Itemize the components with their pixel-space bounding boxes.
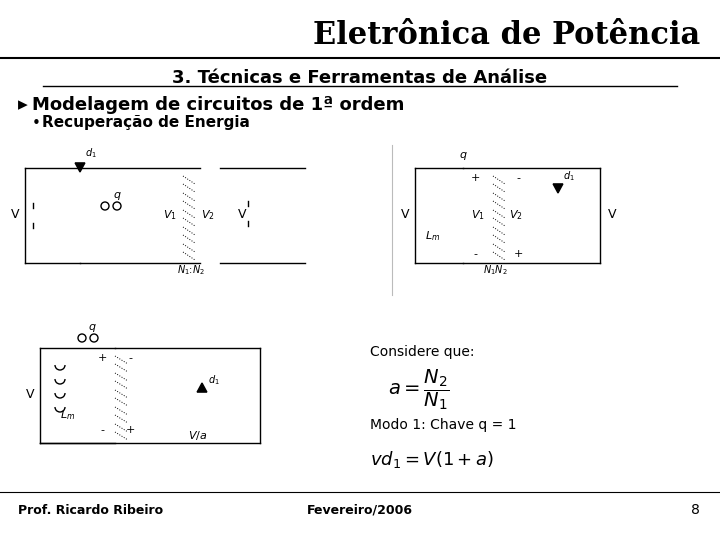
Text: +: +: [513, 249, 523, 259]
Text: Modelagem de circuitos de 1ª ordem: Modelagem de circuitos de 1ª ordem: [32, 96, 405, 114]
Polygon shape: [553, 184, 563, 193]
Text: $vd_1 = V(1+a)$: $vd_1 = V(1+a)$: [370, 449, 494, 470]
Text: $q$: $q$: [459, 150, 467, 162]
Text: ▸: ▸: [18, 96, 28, 114]
Text: $a = \dfrac{N_2}{N_1}$: $a = \dfrac{N_2}{N_1}$: [388, 368, 450, 413]
Text: $L_m$: $L_m$: [426, 229, 441, 243]
Text: $L_m$: $L_m$: [60, 408, 76, 422]
Text: $V_2$: $V_2$: [509, 208, 523, 222]
Text: +: +: [125, 425, 135, 435]
Text: -: -: [100, 425, 104, 435]
Text: •: •: [32, 116, 41, 131]
Polygon shape: [75, 163, 85, 172]
Text: +: +: [470, 173, 480, 183]
Text: $q$: $q$: [112, 190, 122, 202]
Text: $N_1$:$N_2$: $N_1$:$N_2$: [177, 263, 205, 277]
Text: Recuperação de Energia: Recuperação de Energia: [42, 116, 250, 131]
Text: $N_1 N_2$: $N_1 N_2$: [483, 263, 508, 277]
Text: 3. Técnicas e Ferramentas de Análise: 3. Técnicas e Ferramentas de Análise: [172, 69, 548, 87]
Text: 8: 8: [691, 503, 700, 517]
Text: $V_2$: $V_2$: [201, 208, 215, 222]
Text: $V/a$: $V/a$: [189, 429, 207, 442]
Text: V: V: [26, 388, 35, 402]
Text: V: V: [11, 208, 19, 221]
Polygon shape: [197, 383, 207, 392]
Text: -: -: [128, 353, 132, 363]
Text: $d_1$: $d_1$: [208, 373, 220, 387]
Text: Prof. Ricardo Ribeiro: Prof. Ricardo Ribeiro: [18, 503, 163, 516]
Text: $V_1$: $V_1$: [163, 208, 177, 222]
Text: $q$: $q$: [88, 322, 96, 334]
Text: -: -: [516, 173, 520, 183]
Text: V: V: [401, 208, 409, 221]
Text: Fevereiro/2006: Fevereiro/2006: [307, 503, 413, 516]
Text: Modo 1: Chave q = 1: Modo 1: Chave q = 1: [370, 418, 516, 432]
Text: V: V: [238, 208, 246, 221]
Text: -: -: [473, 249, 477, 259]
Text: V: V: [608, 208, 616, 221]
Text: $d_1$: $d_1$: [85, 146, 96, 160]
Text: Considere que:: Considere que:: [370, 345, 474, 359]
Text: Eletrônica de Potência: Eletrônica de Potência: [312, 19, 700, 51]
Text: +: +: [97, 353, 107, 363]
Text: $d_1$: $d_1$: [563, 169, 575, 183]
Text: $V_1$: $V_1$: [471, 208, 485, 222]
